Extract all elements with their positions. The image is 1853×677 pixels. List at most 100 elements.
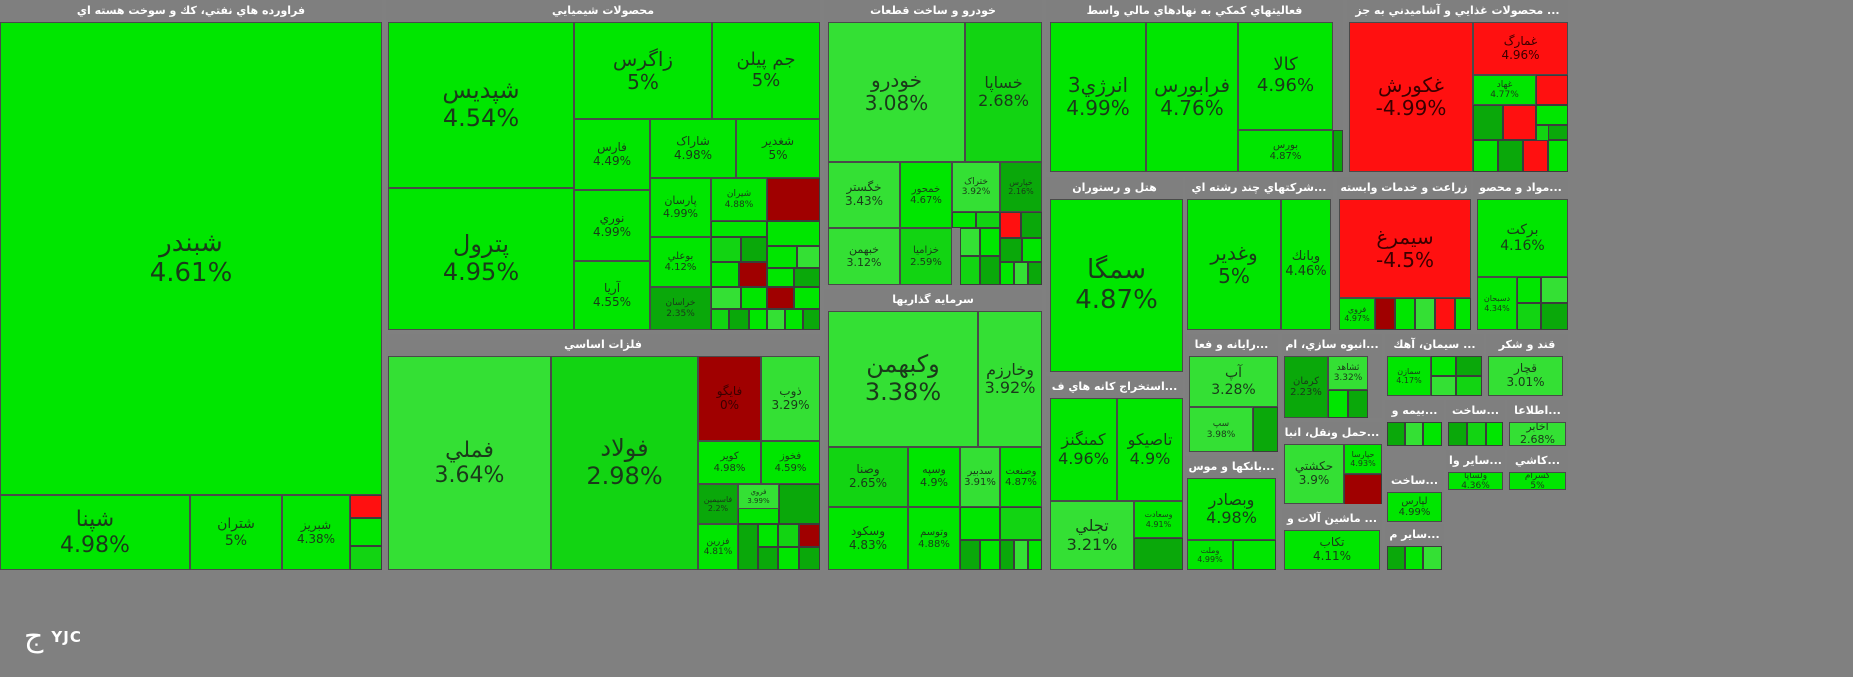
stock-symbol: فملي [445, 437, 494, 463]
stock-tile[interactable]: لپارس 4.99% [1387, 492, 1442, 522]
stock-tile[interactable]: فزرين 4.81% [698, 524, 738, 570]
stock-tile[interactable]: وسكود 4.83% [828, 507, 908, 570]
minor-tile [738, 524, 758, 570]
stock-tile[interactable]: فملي 3.64% [388, 356, 551, 570]
sector: ...بانكها و موس وبصادر 4.98% وملت 4.99% [1185, 456, 1278, 570]
stock-tile[interactable]: وصنا 2.65% [828, 447, 908, 507]
stock-tile[interactable]: تاصيكو 4.9% [1117, 398, 1183, 501]
stock-tile[interactable]: وسعادت 4.91% [1134, 501, 1183, 538]
stock-tile[interactable]: فروي 3.99% [738, 484, 779, 509]
stock-tile[interactable]: ختراک 3.92% [952, 162, 1000, 212]
stock-tile[interactable]: وسپه 4.9% [908, 447, 960, 507]
stock-tile[interactable]: حپارسا 4.93% [1344, 444, 1382, 474]
stock-tile[interactable]: شيران 4.88% [711, 178, 767, 221]
stock-tile[interactable]: فايگو 0% [698, 356, 761, 441]
sector: ...كاشي كسرام 5% [1507, 450, 1568, 490]
stock-tile[interactable]: خساپا 2.68% [965, 22, 1042, 162]
stock-tile[interactable]: ذوب 3.29% [761, 356, 820, 441]
stock-tile[interactable]: حكشتي 3.9% [1284, 444, 1344, 504]
stock-tile[interactable]: انرژي3 4.99% [1050, 22, 1146, 172]
stock-tile[interactable]: آريا 4.55% [574, 261, 650, 330]
minor-tile [1435, 298, 1455, 330]
stock-tile[interactable]: فولاد 2.98% [551, 356, 698, 570]
minor-tile [1021, 212, 1042, 238]
stock-tile[interactable]: اخابر 2.68% [1509, 422, 1566, 446]
stock-tile[interactable]: وصنعت 4.87% [1000, 447, 1042, 507]
stock-tile[interactable]: شپنا 4.98% [0, 495, 190, 570]
stock-tile[interactable]: پارسان 4.99% [650, 178, 711, 237]
stock-tile[interactable]: دسبحان 4.34% [1477, 277, 1517, 330]
stock-tile[interactable]: كوير 4.98% [698, 441, 761, 484]
stock-tile[interactable]: فخوز 4.59% [761, 441, 820, 484]
sector-title: ... سيمان، آهك [1393, 338, 1476, 351]
minor-tile [767, 246, 797, 268]
stock-change: 4.91% [1145, 519, 1172, 529]
stock-tile[interactable]: خگستر 3.43% [828, 162, 900, 228]
stock-tile[interactable]: ثشاهد 3.32% [1328, 356, 1368, 390]
stock-tile[interactable]: بوعلي 4.12% [650, 237, 711, 287]
stock-tile[interactable]: خمحور 4.67% [900, 162, 952, 228]
stock-tile[interactable]: ولساپا 4.36% [1448, 472, 1503, 490]
sector-title: ...مواد و محصو [1479, 181, 1562, 194]
stock-tile[interactable]: شتران 5% [190, 495, 282, 570]
stock-tile[interactable]: بركت 4.16% [1477, 199, 1568, 277]
stock-tile[interactable]: بورس 4.87% [1238, 130, 1333, 172]
stock-tile[interactable]: سپ 3.98% [1189, 407, 1253, 452]
minor-tile [1028, 262, 1042, 285]
stock-tile[interactable]: وبانك 4.46% [1281, 199, 1331, 330]
stock-tile[interactable]: سمگا 4.87% [1050, 199, 1183, 372]
stock-tile[interactable]: وبصادر 4.98% [1187, 478, 1276, 540]
stock-tile[interactable]: تجلي 3.21% [1050, 501, 1134, 570]
stock-tile[interactable]: فارس 4.49% [574, 119, 650, 190]
stock-tile[interactable]: فرابورس 4.76% [1146, 22, 1238, 172]
stock-tile[interactable]: كرمان 2.23% [1284, 356, 1328, 418]
stock-tile[interactable]: غهاد 4.77% [1473, 75, 1536, 105]
stock-tile[interactable]: آپ 3.28% [1189, 356, 1278, 407]
minor-tile [980, 540, 1000, 570]
minor-tile [960, 540, 980, 570]
stock-tile[interactable]: سمازن 4.17% [1387, 356, 1431, 396]
stock-tile[interactable]: خراسان 2.35% [650, 287, 711, 330]
stock-tile[interactable]: كالا 4.96% [1238, 22, 1333, 130]
stock-tile[interactable]: خپارس 2.16% [1000, 162, 1042, 212]
stock-tile[interactable]: وغدير 5% [1187, 199, 1281, 330]
stock-tile[interactable]: خزاميا 2.59% [900, 228, 952, 285]
stock-change: 4.38% [296, 531, 336, 546]
stock-tile[interactable]: كسرام 5% [1509, 472, 1566, 490]
stock-change: 3.28% [1211, 381, 1256, 398]
stock-tile[interactable]: كمنگنز 4.96% [1050, 398, 1117, 501]
stock-tile[interactable]: وكبهمن 3.38% [828, 311, 978, 447]
stock-tile[interactable]: تكاب 4.11% [1284, 530, 1380, 570]
sector: ...ساخت لپارس 4.99% [1385, 470, 1444, 522]
stock-tile[interactable]: قچار 3.01% [1488, 356, 1563, 396]
stock-tile[interactable]: جم پيلن 5% [712, 22, 820, 119]
stock-tile[interactable]: نوري 4.99% [574, 190, 650, 261]
stock-tile[interactable]: شغدير 5% [736, 119, 820, 178]
stock-tile[interactable]: فروي 4.97% [1339, 298, 1375, 330]
stock-tile[interactable]: وملت 4.99% [1187, 540, 1233, 570]
stock-tile[interactable]: سدبير 3.91% [960, 447, 1000, 507]
stock-tile[interactable]: شبريز 4.38% [282, 495, 350, 570]
stock-change: 3.91% [964, 477, 996, 488]
stock-symbol: فرابورس [1153, 73, 1231, 97]
stock-tile[interactable]: سيمرغ -4.5% [1339, 199, 1471, 298]
stock-tile[interactable]: پترول 4.95% [388, 188, 574, 330]
stock-tile[interactable]: وخارزم 3.92% [978, 311, 1042, 447]
stock-symbol: وسكود [850, 523, 886, 538]
stock-tile[interactable]: خودرو 3.08% [828, 22, 965, 162]
stock-symbol: وغدير [1210, 240, 1258, 265]
minor-tile [799, 547, 820, 570]
stock-tile[interactable]: فاسيمين 2.2% [698, 484, 738, 524]
stock-tile[interactable]: زاگرس 5% [574, 22, 712, 119]
stock-tile[interactable]: غكورش -4.99% [1349, 22, 1473, 172]
stock-symbol: نوري [599, 210, 625, 225]
stock-tile[interactable]: خبهمن 3.12% [828, 228, 900, 285]
stock-tile[interactable]: شاراک 4.98% [650, 119, 736, 178]
stock-tile[interactable]: وتوسم 4.88% [908, 507, 960, 570]
stock-tile[interactable]: شبندر 4.61% [0, 22, 382, 495]
stock-tile[interactable]: شپديس 4.54% [388, 22, 574, 188]
minor-tile [960, 507, 1000, 540]
stock-symbol: شپديس [442, 76, 520, 105]
stock-tile[interactable]: غمارگ 4.96% [1473, 22, 1568, 75]
minor-tile [1000, 212, 1021, 238]
